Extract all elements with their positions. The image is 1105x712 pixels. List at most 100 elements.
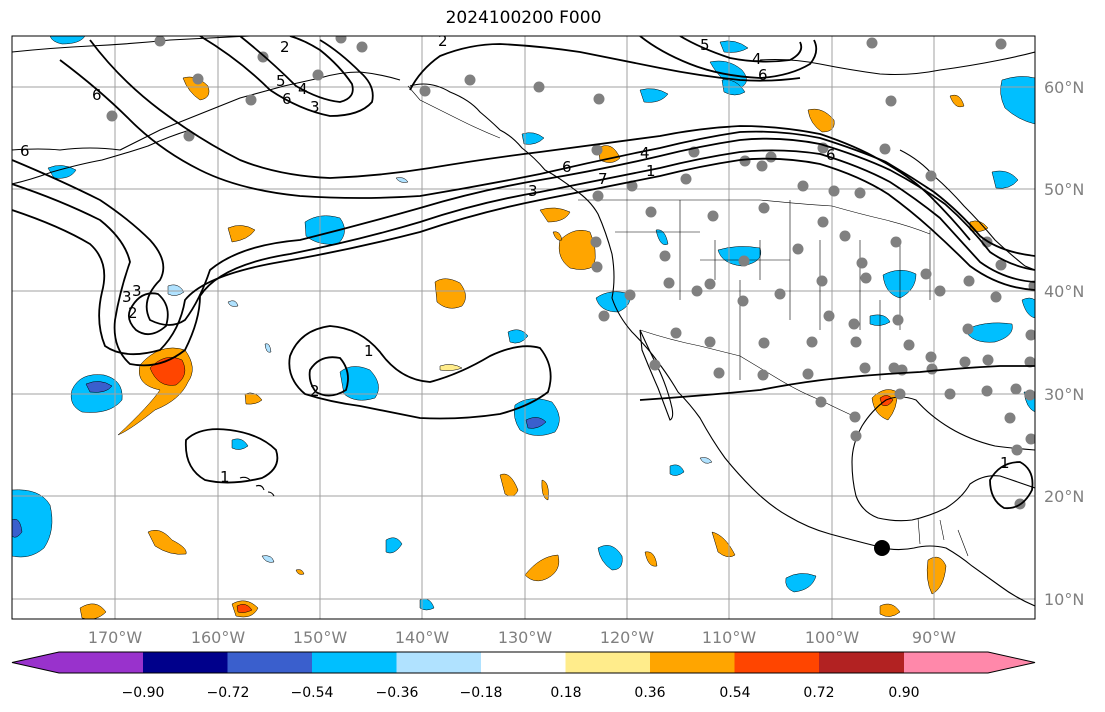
contour-line xyxy=(989,461,1034,510)
station-dot xyxy=(756,160,768,172)
station-dot xyxy=(925,170,937,182)
station-dot xyxy=(691,285,703,297)
latitude-label: 30°N xyxy=(1044,385,1084,404)
station-dot xyxy=(758,202,770,214)
station-dot xyxy=(1004,412,1016,424)
negative-anomaly-core xyxy=(12,519,23,538)
contour-lines xyxy=(12,36,1035,510)
positive-anomaly-area xyxy=(295,569,305,575)
latitude-label: 20°N xyxy=(1044,487,1084,506)
colorbar-segment xyxy=(312,652,397,673)
baja-coast xyxy=(639,329,674,421)
station-dot xyxy=(920,268,932,280)
latitude-label: 50°N xyxy=(1044,180,1084,199)
contour-label: 1 xyxy=(220,468,230,486)
station-dot xyxy=(879,143,891,155)
station-dot xyxy=(925,351,937,363)
negative-anomaly-area xyxy=(507,329,529,344)
station-dot xyxy=(1010,383,1022,395)
positive-anomaly-area xyxy=(524,554,560,582)
station-dot xyxy=(419,85,431,97)
station-dot xyxy=(849,411,861,423)
positive-anomaly-area xyxy=(434,278,466,309)
negative-anomaly-area xyxy=(261,555,275,563)
longitude-label: 170°W xyxy=(88,628,143,647)
station-dot xyxy=(850,336,862,348)
latitude-label: 10°N xyxy=(1044,590,1084,609)
negative-anomaly-area xyxy=(231,438,249,450)
station-dot xyxy=(1025,433,1035,445)
contour-line xyxy=(12,137,1035,326)
colorbar-segment xyxy=(143,652,228,673)
longitude-label: 130°W xyxy=(498,628,553,647)
contour-label: 2 xyxy=(280,38,290,56)
station-dot xyxy=(737,295,749,307)
alaska-coast xyxy=(12,71,401,151)
station-dot xyxy=(464,74,476,86)
station-dot xyxy=(106,110,118,122)
colorbar-segment xyxy=(59,652,143,673)
station-dot xyxy=(335,36,347,44)
station-dot xyxy=(680,173,692,185)
contour-label: 6 xyxy=(20,142,30,160)
station-dot xyxy=(533,81,545,93)
colorbar-extend-max xyxy=(988,652,1035,673)
colorbar-labels: −0.90 −0.72 −0.54 −0.36 −0.18 0.18 0.36 … xyxy=(122,685,920,701)
positive-anomaly-area xyxy=(541,479,549,501)
station-dot xyxy=(626,180,638,192)
contour-label: 1 xyxy=(364,342,374,360)
longitude-labels: 170°W 160°W 150°W 140°W 130°W 120°W 110°… xyxy=(88,628,956,647)
contour-line xyxy=(239,36,354,103)
station-dot xyxy=(590,236,602,248)
negative-anomaly-core xyxy=(525,417,547,429)
negative-anomaly-area xyxy=(47,165,77,179)
contour-label: 4 xyxy=(752,50,762,68)
station-dot xyxy=(312,69,324,81)
contour-label: 5 xyxy=(276,72,286,90)
negative-anomaly-area xyxy=(385,537,403,554)
station-dot xyxy=(806,336,818,348)
station-dot xyxy=(757,369,769,381)
colorbar-label: −0.18 xyxy=(460,685,503,701)
station-dot xyxy=(894,388,906,400)
station-dot xyxy=(704,278,716,290)
station-dot xyxy=(934,285,946,297)
positive-anomaly-area xyxy=(539,207,571,223)
negative-anomaly-area xyxy=(669,464,685,476)
positive-anomaly-area xyxy=(552,231,563,241)
contour-label: 2 xyxy=(310,382,320,400)
station-dot xyxy=(839,230,851,242)
station-dot xyxy=(245,94,257,106)
station-dot xyxy=(995,259,1007,271)
latitude-label: 40°N xyxy=(1044,282,1084,301)
negative-anomaly-area xyxy=(785,573,817,593)
negative-anomaly-area xyxy=(227,300,239,307)
negative-anomaly-area xyxy=(991,170,1019,189)
station-dot xyxy=(1024,389,1035,401)
positive-anomaly-area xyxy=(926,556,947,595)
station-dot xyxy=(885,95,897,107)
colorbar-label: −0.72 xyxy=(207,685,250,701)
negative-anomaly-area xyxy=(1000,76,1035,125)
station-dot xyxy=(797,180,809,192)
contour-label: 3 xyxy=(132,282,142,300)
longitude-label: 160°W xyxy=(191,628,246,647)
station-dot xyxy=(926,363,938,375)
contour-line xyxy=(59,59,1035,257)
north-coast xyxy=(12,36,251,53)
colorbar-segment xyxy=(396,652,482,673)
contour-label: 6 xyxy=(562,158,572,176)
contour-line xyxy=(199,36,374,117)
colorbar-label: 0.54 xyxy=(719,685,750,701)
colorbar-label: 0.18 xyxy=(550,685,581,701)
negative-anomaly-area xyxy=(655,229,669,245)
longitude-label: 150°W xyxy=(293,628,348,647)
contour-label: 3 xyxy=(528,182,538,200)
positive-anomaly-area xyxy=(147,530,187,555)
colorbar-segment xyxy=(650,652,735,673)
station-dot xyxy=(670,327,682,339)
colorbar-segment xyxy=(227,652,313,673)
longitude-label: 110°W xyxy=(702,628,757,647)
longitude-label: 120°W xyxy=(600,628,655,647)
